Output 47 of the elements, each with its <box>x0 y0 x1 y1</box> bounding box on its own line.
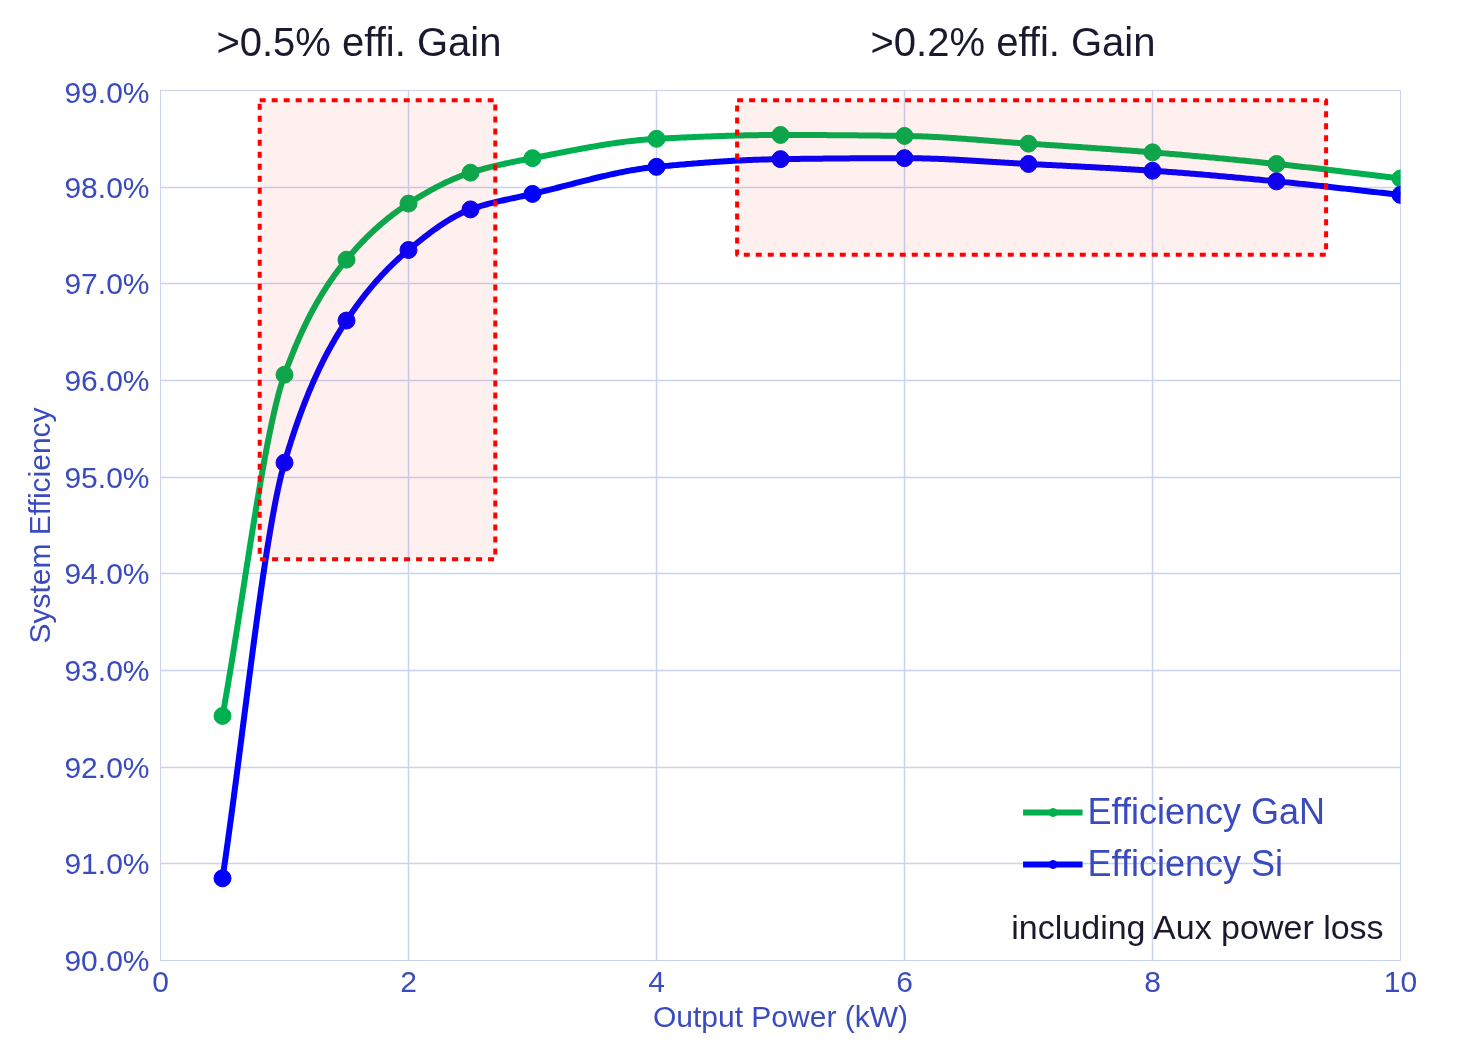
y-tick-label: 94.0% <box>64 557 150 591</box>
point <box>399 241 418 259</box>
point <box>1267 172 1286 191</box>
point <box>1019 154 1038 173</box>
x-tick-label: 0 <box>152 964 169 998</box>
y-tick-label: 93.0% <box>64 654 150 687</box>
point <box>461 163 480 182</box>
x-tick-label: 10 <box>1383 964 1418 998</box>
y-tick-label: 97.0% <box>64 267 150 301</box>
y-tick-label: 99.0% <box>64 75 150 109</box>
y-tick-label: 96.0% <box>64 364 150 397</box>
point <box>337 250 356 269</box>
point <box>1267 154 1286 173</box>
x-tick-label: 6 <box>896 964 913 998</box>
point <box>1019 134 1038 153</box>
point <box>461 200 480 219</box>
point <box>213 869 232 888</box>
point <box>771 125 790 144</box>
point <box>523 149 542 168</box>
point <box>275 365 294 384</box>
point <box>771 150 790 169</box>
point <box>647 129 666 148</box>
y-tick-label: 90.0% <box>64 944 150 977</box>
point <box>647 157 666 176</box>
annotation: including Aux power loss <box>1011 907 1384 946</box>
y-tick-label: 91.0% <box>64 847 150 881</box>
point <box>895 149 914 168</box>
point <box>337 311 356 330</box>
y-axis-title: System Efficiency <box>23 407 57 644</box>
point <box>213 706 232 725</box>
legend-label: Efficiency Si <box>1087 843 1283 885</box>
x-tick-label: 4 <box>648 964 665 998</box>
point <box>895 126 914 145</box>
point <box>399 194 418 213</box>
point <box>1143 143 1162 162</box>
band-label: >0.5% effi. Gain <box>216 19 502 64</box>
y-tick-label: 92.0% <box>64 750 150 784</box>
x-tick-label: 2 <box>400 964 417 998</box>
legend-label: Efficiency GaN <box>1087 791 1325 833</box>
x-tick-label: 8 <box>1144 964 1161 998</box>
band-label: >0.2% effi. Gain <box>870 19 1156 64</box>
y-tick-label: 98.0% <box>64 170 150 204</box>
x-axis-title: Output Power (kW) <box>652 999 909 1033</box>
y-tick-label: 95.0% <box>64 460 150 494</box>
point <box>523 184 542 203</box>
point <box>1143 161 1162 180</box>
point <box>275 453 294 472</box>
